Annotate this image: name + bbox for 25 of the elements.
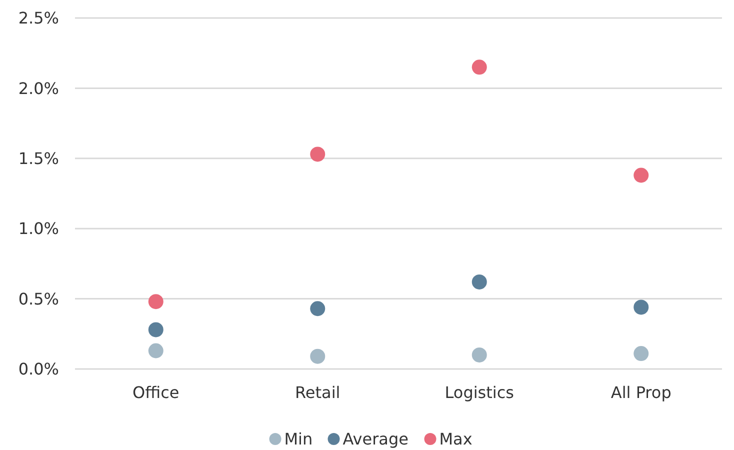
point bbox=[472, 60, 487, 75]
point bbox=[310, 348, 326, 364]
point bbox=[634, 168, 649, 183]
y-tick-label: 1.0% bbox=[18, 219, 59, 238]
y-tick-label: 1.5% bbox=[18, 149, 59, 168]
legend-label: Max bbox=[439, 430, 472, 449]
x-tick-label: Retail bbox=[295, 383, 340, 402]
point bbox=[634, 346, 649, 362]
point bbox=[310, 146, 326, 162]
point bbox=[634, 300, 649, 315]
x-tick-label: Logistics bbox=[444, 383, 514, 402]
y-tick-label: 0.5% bbox=[18, 289, 59, 308]
point bbox=[148, 322, 164, 338]
y-tick-label: 2.5% bbox=[18, 8, 59, 28]
point bbox=[148, 294, 164, 310]
point bbox=[148, 343, 164, 358]
y-tick-label: 2.0% bbox=[18, 78, 59, 98]
point bbox=[472, 274, 487, 290]
x-tick-label: All Prop bbox=[610, 383, 672, 402]
x-tick-label: Office bbox=[132, 383, 180, 402]
point bbox=[310, 301, 326, 316]
legend-label: Average bbox=[342, 430, 408, 449]
point bbox=[472, 347, 487, 362]
legend-label: Min bbox=[284, 430, 313, 449]
y-tick-label: 0.0% bbox=[18, 360, 59, 379]
